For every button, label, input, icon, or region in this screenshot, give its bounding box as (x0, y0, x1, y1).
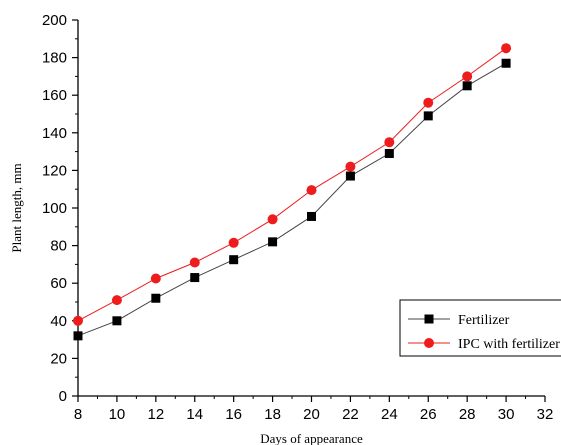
data-point (501, 43, 512, 54)
axes: 0 20 40 60 80 100 120 140 160 180 200 8 10 12 14 16 18 20… (42, 12, 553, 423)
data-point (73, 315, 83, 326)
y-tick-label: 140 (42, 125, 67, 142)
data-point (267, 214, 278, 225)
data-point (345, 171, 355, 181)
legend-marker (424, 314, 434, 324)
series-line-0 (77, 62, 507, 337)
x-axis-title: Days of appearance (260, 431, 363, 445)
data-point (229, 255, 239, 265)
data-point (423, 111, 433, 121)
data-point (307, 211, 316, 221)
data-point (345, 161, 356, 172)
data-point (462, 71, 473, 82)
y-tick-label: 200 (42, 12, 67, 29)
data-point (384, 137, 395, 148)
data-point (111, 295, 122, 306)
data-point (384, 148, 394, 158)
data-point (501, 58, 511, 68)
series-layer (73, 43, 512, 341)
data-point (228, 237, 239, 248)
legend: Fertilizer IPC with fertilizer (399, 299, 561, 357)
x-tick-label: 14 (186, 406, 203, 423)
y-tick-label: 120 (42, 162, 67, 179)
y-tick-label: 100 (42, 200, 67, 217)
x-tick-label: 16 (225, 406, 242, 423)
x-tick-label: 28 (459, 406, 476, 423)
x-tick-label: 18 (264, 406, 281, 423)
legend-marker (424, 338, 434, 348)
x-tick-label: 10 (109, 406, 126, 423)
data-point (73, 331, 83, 341)
legend-label: IPC with fertilizer (458, 337, 560, 352)
data-point (423, 97, 434, 108)
data-point (190, 273, 200, 283)
y-axis-title: Plant length, mm (9, 163, 24, 252)
x-tick-label: 30 (498, 406, 515, 423)
data-point (306, 185, 317, 196)
x-tick-label: 22 (342, 406, 359, 423)
data-point (268, 237, 278, 247)
y-tick-label: 180 (42, 50, 67, 67)
y-tick-label: 80 (50, 238, 67, 255)
x-tick-label: 12 (147, 406, 164, 423)
y-tick-label: 40 (50, 313, 67, 330)
data-point (189, 257, 200, 268)
x-tick-label: 8 (74, 406, 82, 423)
x-tick-label: 26 (420, 406, 437, 423)
series-line-1 (77, 47, 507, 322)
legend-label: Fertilizer (458, 313, 510, 328)
y-tick-label: 20 (50, 350, 67, 367)
x-tick-label: 24 (381, 406, 398, 423)
data-point (462, 81, 472, 91)
x-tick-label: 20 (303, 406, 320, 423)
y-tick-label: 0 (59, 388, 67, 405)
data-point (150, 273, 161, 284)
x-tick-label: 32 (537, 406, 554, 423)
y-tick-label: 60 (50, 275, 67, 292)
data-point (112, 316, 122, 326)
data-point (151, 293, 161, 303)
y-tick-label: 160 (42, 87, 67, 104)
